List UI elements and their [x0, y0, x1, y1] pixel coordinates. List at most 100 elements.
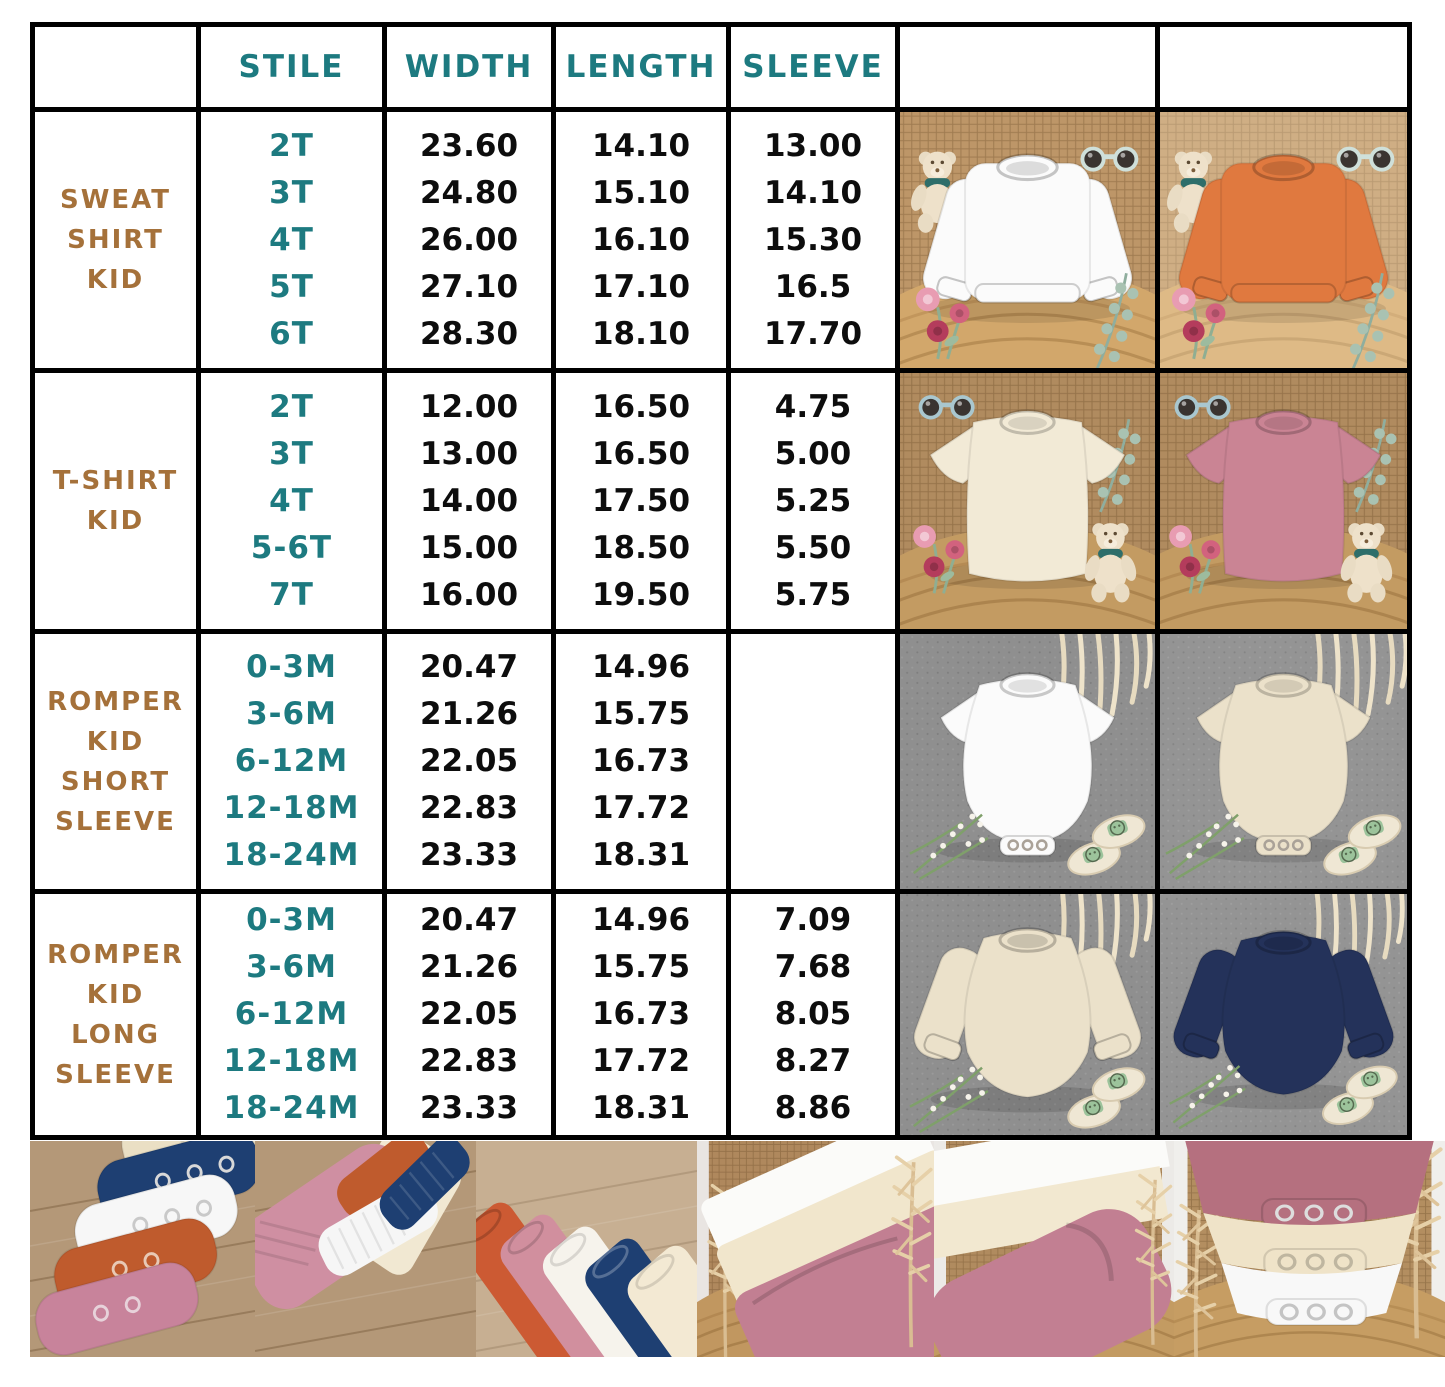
- row-label-sweatshirt-kid: SWEAT SHIRT KID: [35, 112, 196, 368]
- photo-romper-short-white: [900, 634, 1155, 889]
- cell-line: 18.31: [591, 1090, 691, 1126]
- cell-line: 5.25: [774, 482, 852, 519]
- sweatshirt-widths: 23.60 24.80 26.00 27.10 28.30: [387, 112, 551, 368]
- cell-line: KID: [86, 726, 145, 757]
- cell-line: 20.47: [419, 649, 519, 685]
- cell-line: 7.68: [774, 949, 852, 985]
- romper-short-lengths: 14.96 15.75 16.73 17.72 18.31: [556, 634, 726, 889]
- cell-line: 16.00: [419, 576, 519, 613]
- header-sleeve: SLEEVE: [731, 27, 895, 107]
- cell-line: 24.80: [419, 174, 519, 211]
- header-length: LENGTH: [556, 27, 726, 107]
- cell-line: 4T: [269, 221, 314, 258]
- cell-line: 5T: [269, 268, 314, 305]
- cell-line: 16.50: [591, 388, 691, 425]
- cell-line: SLEEVE: [55, 806, 176, 837]
- cell-line: 15.10: [591, 174, 691, 211]
- cell-line: 23.33: [419, 1090, 519, 1126]
- gallery-photo-snap-crotches-stack: [1174, 1141, 1445, 1357]
- cell-line: 22.05: [419, 996, 519, 1032]
- cell-line: 20.47: [419, 902, 519, 938]
- cell-line: 15.75: [591, 949, 691, 985]
- cell-line: 5.50: [774, 529, 852, 566]
- romper-short-sleeves-empty: [731, 634, 895, 889]
- cell-line: 14.96: [591, 902, 691, 938]
- cell-line: 6-12M: [234, 996, 349, 1032]
- cell-line: 17.50: [591, 482, 691, 519]
- header-empty-photo-2: [1160, 27, 1407, 107]
- gallery-photo-pink-sleeve-closeup: [934, 1141, 1174, 1357]
- cell-line: 23.33: [419, 837, 519, 873]
- cell-line: 18.10: [591, 315, 691, 352]
- tshirt-sizes: 2T 3T 4T 5-6T 7T: [201, 373, 382, 629]
- cell-line: 27.10: [419, 268, 519, 305]
- cell-line: 13.00: [763, 127, 863, 164]
- cell-line: KID: [86, 265, 145, 295]
- gallery-photo-folded-shirts-fan: [476, 1141, 697, 1357]
- romper-short-sizes: 0-3M 3-6M 6-12M 12-18M 18-24M: [201, 634, 382, 889]
- cell-line: 22.83: [419, 1043, 519, 1079]
- romper-long-lengths: 14.96 15.75 16.73 17.72 18.31: [556, 894, 726, 1135]
- photo-tshirt-cream: [900, 373, 1155, 629]
- photo-romper-long-navy: [1160, 894, 1407, 1135]
- cell-line: ROMPER: [47, 686, 184, 717]
- cell-line: 22.83: [419, 790, 519, 826]
- photo-romper-short-cream: [1160, 634, 1407, 889]
- cell-line: SLEEVE: [55, 1059, 176, 1090]
- row-label-romper-short-sleeve: ROMPER KID SHORT SLEEVE: [35, 634, 196, 889]
- cell-line: 6-12M: [234, 743, 349, 779]
- sweatshirt-sizes: 2T 3T 4T 5T 6T: [201, 112, 382, 368]
- romper-long-widths: 20.47 21.26 22.05 22.83 23.33: [387, 894, 551, 1135]
- cell-line: 8.05: [774, 996, 852, 1032]
- cell-line: 2T: [269, 388, 314, 425]
- cell-line: ROMPER: [47, 939, 184, 970]
- header-sleeve-label: SLEEVE: [742, 49, 884, 85]
- header-width-label: WIDTH: [404, 49, 534, 85]
- cell-line: 15.30: [763, 221, 863, 258]
- cell-line: 12-18M: [223, 1043, 360, 1079]
- cell-line: 4T: [269, 482, 314, 519]
- cell-line: 16.73: [591, 996, 691, 1032]
- row-label-tshirt-kid: T-SHIRT KID: [35, 373, 196, 629]
- gallery-photo-sleeve-cuffs-stack: [255, 1141, 476, 1357]
- cell-line: KID: [86, 979, 145, 1010]
- cell-line: LONG: [71, 1019, 160, 1050]
- photo-romper-long-cream: [900, 894, 1155, 1135]
- cell-line: 28.30: [419, 315, 519, 352]
- romper-long-sizes: 0-3M 3-6M 6-12M 12-18M 18-24M: [201, 894, 382, 1135]
- romper-short-widths: 20.47 21.26 22.05 22.83 23.33: [387, 634, 551, 889]
- photo-sweatshirt-white: [900, 112, 1155, 368]
- sweatshirt-lengths: 14.10 15.10 16.10 17.10 18.10: [556, 112, 726, 368]
- size-chart-table: STILE WIDTH LENGTH SLEEVE SWEAT SHIRT KID …: [30, 22, 1412, 1140]
- cell-line: 3T: [269, 435, 314, 472]
- cell-line: 13.00: [419, 435, 519, 472]
- cell-line: 3-6M: [246, 696, 337, 732]
- cell-line: SWEAT: [59, 185, 171, 215]
- cell-line: 5.75: [774, 576, 852, 613]
- tshirt-sleeves: 4.75 5.00 5.25 5.50 5.75: [731, 373, 895, 629]
- cell-line: 26.00: [419, 221, 519, 258]
- cell-line: 15.00: [419, 529, 519, 566]
- cell-line: 14.10: [591, 127, 691, 164]
- header-width: WIDTH: [387, 27, 551, 107]
- cell-line: 19.50: [591, 576, 691, 613]
- cell-line: 14.10: [763, 174, 863, 211]
- cell-line: 12-18M: [223, 790, 360, 826]
- cell-line: 17.72: [591, 1043, 691, 1079]
- cell-line: 14.00: [419, 482, 519, 519]
- header-style: STILE: [201, 27, 382, 107]
- gallery-photo-folded-shirts-pampas: [697, 1141, 934, 1357]
- cell-line: 23.60: [419, 127, 519, 164]
- cell-line: 14.96: [591, 649, 691, 685]
- cell-line: 7T: [269, 576, 314, 613]
- photo-sweatshirt-orange: [1160, 112, 1407, 368]
- cell-line: 2T: [269, 127, 314, 164]
- cell-line: 22.05: [419, 743, 519, 779]
- cell-line: 12.00: [419, 388, 519, 425]
- header-empty-photo-1: [900, 27, 1155, 107]
- cell-line: 16.73: [591, 743, 691, 779]
- cell-line: 17.70: [763, 315, 863, 352]
- cell-line: SHORT: [60, 766, 171, 797]
- cell-line: 3T: [269, 174, 314, 211]
- tshirt-lengths: 16.50 16.50 17.50 18.50 19.50: [556, 373, 726, 629]
